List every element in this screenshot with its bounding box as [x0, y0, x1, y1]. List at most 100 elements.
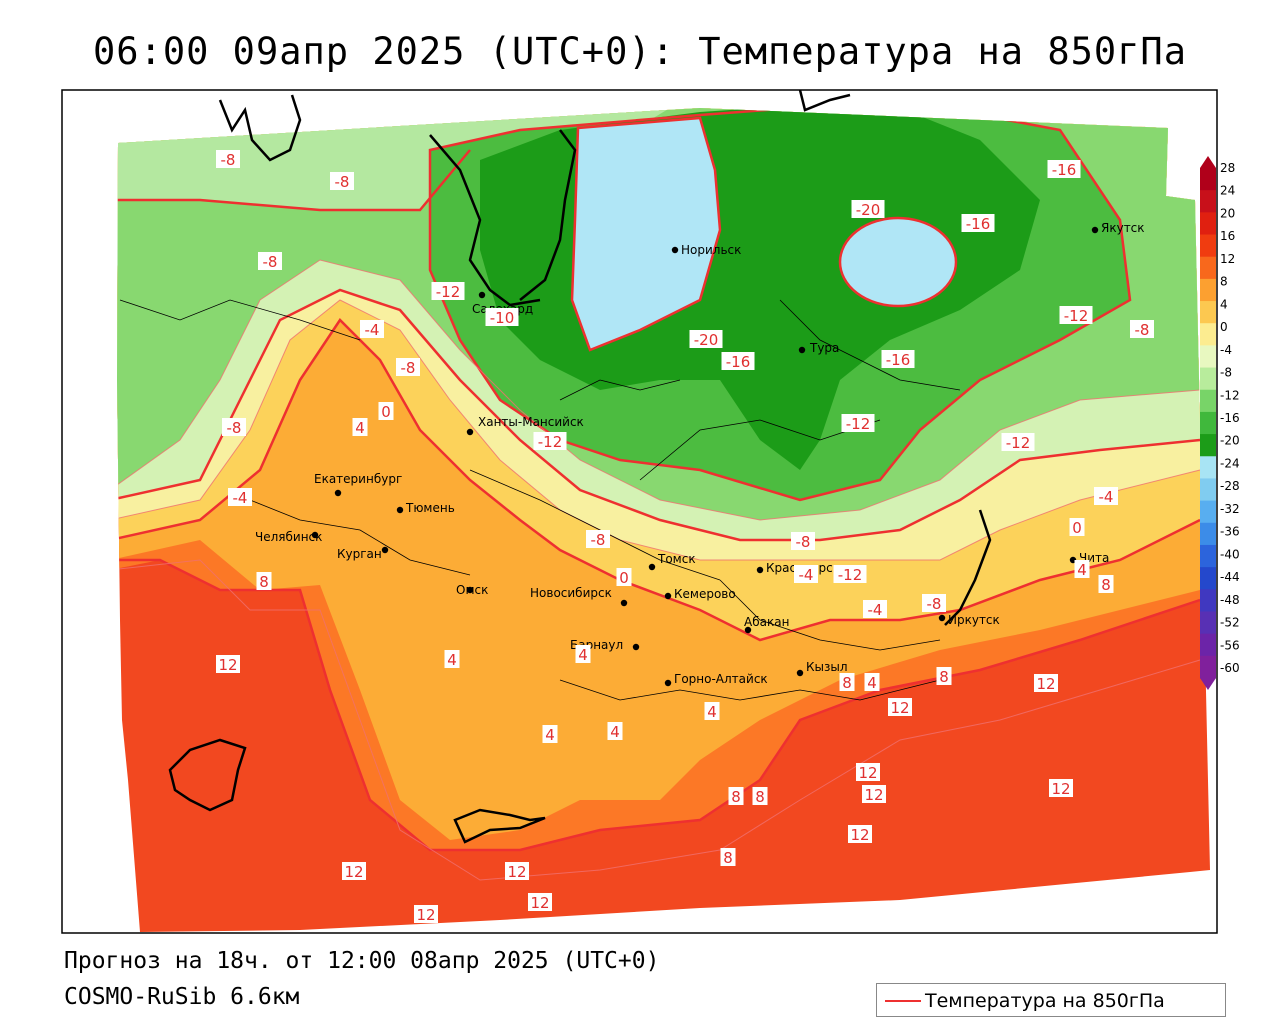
- isotherm-label: -8: [591, 531, 606, 549]
- colorbar-tick-label: 16: [1220, 229, 1235, 243]
- colorbar-swatch: [1200, 456, 1216, 479]
- isotherm-label: 8: [259, 573, 269, 591]
- isotherm-label: 12: [1036, 675, 1055, 693]
- isotherm-label: -4: [1099, 488, 1114, 506]
- zone-minus24-putorana: [840, 218, 956, 306]
- isotherm-label: -8: [335, 173, 350, 191]
- isotherm-label: -16: [886, 351, 911, 369]
- isotherm-label: 12: [218, 656, 237, 674]
- colorbar-swatch: [1200, 234, 1216, 258]
- city-dot: [396, 506, 404, 514]
- isotherm-label-bg: [216, 655, 240, 673]
- colorbar-tick-label: -52: [1220, 616, 1240, 630]
- isotherm-label-bg: [505, 862, 529, 880]
- colorbar-tick-label: -48: [1220, 593, 1240, 607]
- isotherm-label-bg: [378, 402, 394, 420]
- isotherm-label-bg: [1047, 160, 1081, 178]
- city-dot: [671, 246, 679, 254]
- colorbar-swatch: [1200, 190, 1216, 213]
- isotherm-label-bg: [833, 565, 867, 583]
- city-label: Челябинск: [255, 530, 322, 544]
- city-dot: [744, 626, 752, 634]
- zone-minus24-taimyr: [572, 118, 720, 350]
- isotherm-label: -8: [221, 151, 236, 169]
- isotherm-label: -4: [868, 601, 883, 619]
- isotherm-label: -16: [1052, 161, 1077, 179]
- isotherm-label-bg: [258, 252, 282, 270]
- isotherm-label-bg: [862, 785, 886, 803]
- colorbar-swatch: [1200, 345, 1216, 369]
- isotherm-label-bg: [528, 893, 552, 911]
- colorbar-swatch: [1200, 367, 1216, 391]
- colorbar-tick-label: 20: [1220, 206, 1235, 220]
- city-dot: [632, 643, 640, 651]
- colorbar-tick-label: -36: [1220, 525, 1240, 539]
- colorbar-swatch: [1200, 633, 1216, 657]
- isotherm-label: -16: [966, 215, 991, 233]
- colorbar-tick-label: -32: [1220, 502, 1240, 516]
- isotherm-label-bg: [431, 282, 465, 300]
- isotherm-label-bg: [841, 414, 875, 432]
- colorbar-tick-label: -12: [1220, 388, 1240, 402]
- isotherm-label-bg: [848, 825, 872, 843]
- isotherm-label: -12: [1006, 434, 1031, 452]
- isotherm-label-bg: [720, 848, 736, 866]
- colorbar-tick-label: -44: [1220, 570, 1240, 584]
- isotherm-label: 12: [864, 786, 883, 804]
- isotherm-label-bg: [607, 722, 623, 740]
- isotherm-label-bg: [752, 787, 768, 805]
- isotherm-label-bg: [444, 650, 460, 668]
- city-label: Горно-Алтайск: [674, 672, 768, 686]
- isotherm-label: -12: [838, 566, 863, 584]
- isotherm-value-labels: -8-8-8-12-10-4-804-8-4-12-20-16-20-16 -16…: [216, 150, 1154, 924]
- isotherm-label-bg: [922, 594, 946, 612]
- isotherm-label-bg: [586, 530, 610, 548]
- model-name: COSMO-RuSib 6.6км: [64, 984, 300, 1010]
- city-label: Абакан: [744, 615, 789, 629]
- isotherm-label-bg: [575, 645, 591, 663]
- isotherm-label-bg: [352, 418, 368, 436]
- city-label: Норильск: [681, 243, 741, 257]
- colorbar-tick-label: 24: [1220, 184, 1235, 198]
- isotherm-label: 4: [545, 726, 555, 744]
- isotherm-label-bg: [222, 418, 246, 436]
- isotherm-label-bg: [396, 358, 420, 376]
- city-label: Екатеринбург: [314, 472, 402, 486]
- isotherm-label-bg: [728, 787, 744, 805]
- isotherm-label-bg: [856, 763, 880, 781]
- colorbar-swatch: [1200, 278, 1216, 302]
- isotherm-label: 4: [1077, 561, 1087, 579]
- city-dot: [334, 489, 342, 497]
- city-dot: [620, 599, 628, 607]
- isotherm-label: 12: [344, 863, 363, 881]
- isotherm-label-bg: [881, 350, 915, 368]
- city-dot: [311, 531, 319, 539]
- isotherm-label: 4: [867, 674, 877, 692]
- colorbar-swatch: [1200, 389, 1216, 413]
- isotherm-label: -4: [799, 566, 814, 584]
- city-label: Якутск: [1101, 221, 1145, 235]
- isotherm-label: -12: [436, 283, 461, 301]
- isotherm-label: -12: [1064, 307, 1089, 325]
- city-dot: [756, 566, 764, 574]
- colorbar-tick-label: 28: [1220, 161, 1235, 175]
- isotherm-label: 12: [850, 826, 869, 844]
- city-label: Кызыл: [806, 660, 848, 674]
- city-dot: [381, 546, 389, 554]
- isotherm-label: -12: [846, 415, 871, 433]
- legend-label: Температура на 850гПа: [925, 990, 1165, 1012]
- isotherm-label: 12: [1051, 780, 1070, 798]
- isotherm-label-bg: [1098, 575, 1114, 593]
- isotherm-label-bg: [485, 308, 519, 326]
- coastlines: [168, 89, 992, 844]
- colorbar-swatch: [1200, 611, 1216, 635]
- colorbar-tick-label: -20: [1220, 434, 1240, 448]
- isotherm-label-bg: [704, 702, 720, 720]
- isotherm-label: -12: [538, 433, 563, 451]
- city-label: Кемерово: [674, 587, 736, 601]
- colorbar-tick-label: -56: [1220, 638, 1240, 652]
- isotherm-label: 0: [619, 569, 629, 587]
- colorbar-swatch: [1200, 212, 1216, 236]
- isotherm-label-bg: [1094, 487, 1118, 505]
